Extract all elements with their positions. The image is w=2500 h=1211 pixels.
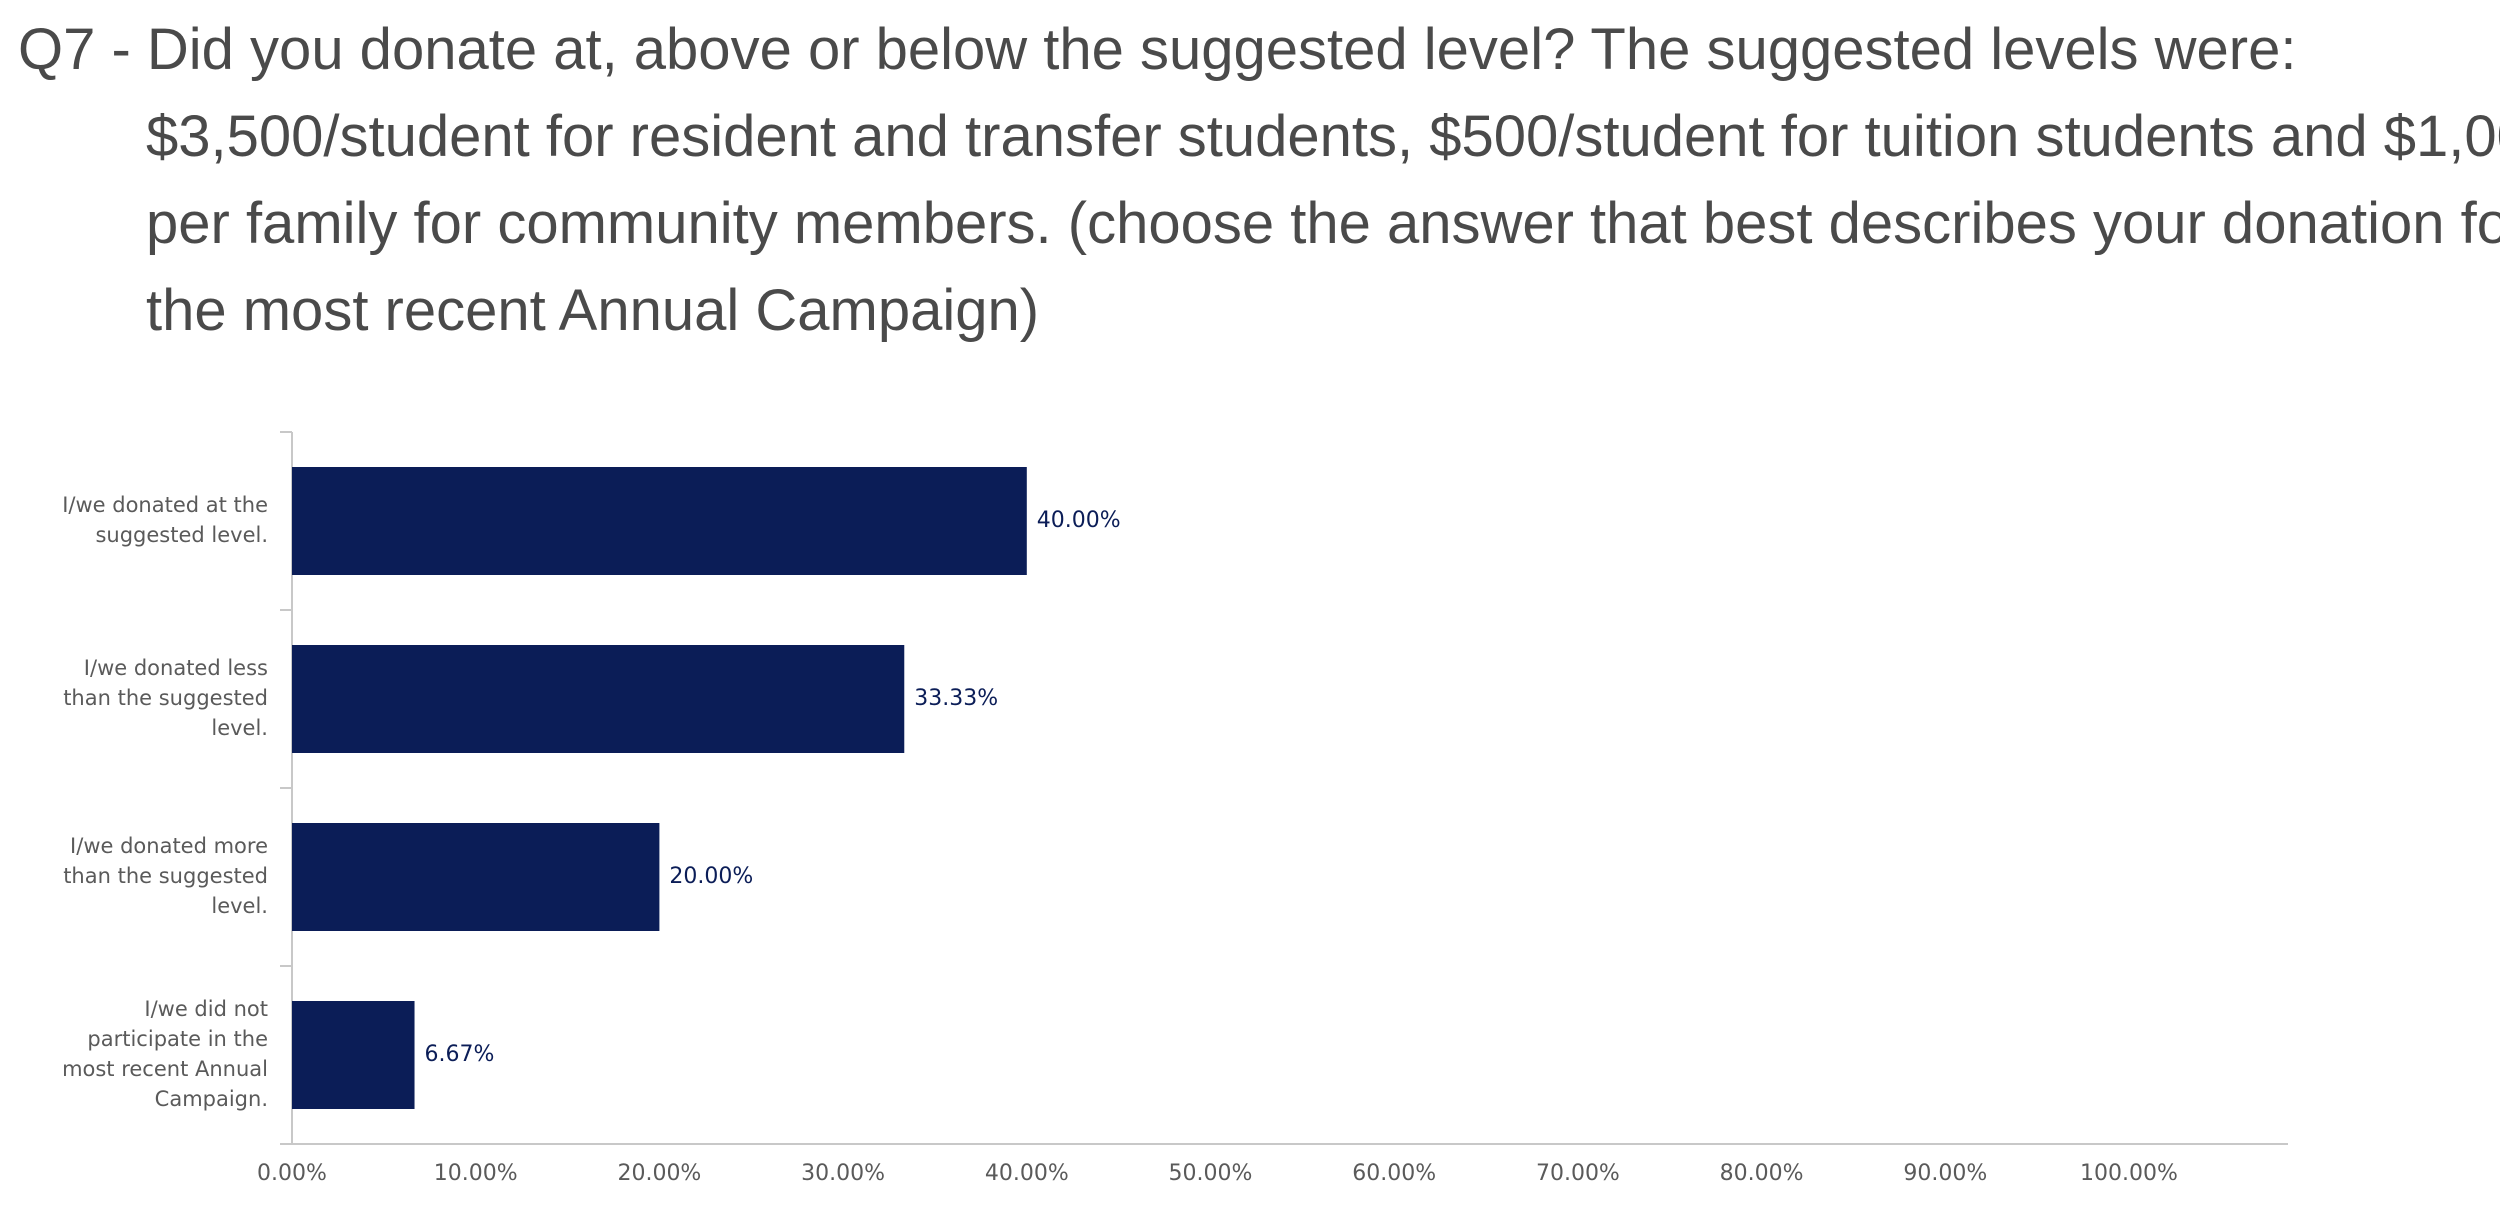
chart-bars — [292, 467, 1027, 1109]
x-tick-labels: 0.00% 10.00% 20.00% 30.00% 40.00% 50.00% 60.00… — [257, 1161, 2178, 1186]
x-tick-label: 50.00% — [1169, 1161, 1253, 1186]
category-labels: I/we donated at the suggested level. I/we … — [62, 493, 268, 1111]
x-tick-label: 70.00% — [1536, 1161, 1620, 1186]
bar — [292, 823, 660, 931]
bar — [292, 467, 1027, 575]
x-tick-label: 40.00% — [985, 1161, 1069, 1186]
x-tick-label: 60.00% — [1352, 1161, 1436, 1186]
x-tick-label: 10.00% — [434, 1161, 518, 1186]
x-tick-label: 0.00% — [257, 1161, 327, 1186]
x-tick-label: 80.00% — [1720, 1161, 1804, 1186]
bar — [292, 1001, 415, 1109]
x-tick-label: 100.00% — [2080, 1161, 2178, 1186]
data-label: 20.00% — [669, 864, 753, 889]
x-tick-label: 90.00% — [1903, 1161, 1987, 1186]
x-tick-label: 30.00% — [801, 1161, 885, 1186]
category-label: I/we donated less than the suggested level… — [63, 656, 268, 740]
category-label: I/we did not participate in the most recen… — [62, 997, 268, 1111]
data-label: 33.33% — [914, 686, 998, 711]
data-labels: 40.00% 33.33% 20.00% 6.67% — [425, 508, 1121, 1067]
category-label: I/we donated at the suggested level. — [62, 493, 268, 547]
category-label: I/we donated more than the suggested level… — [63, 834, 268, 918]
x-tick-label: 20.00% — [617, 1161, 701, 1186]
question-title: Q7 - Did you donate at, above or below t… — [18, 17, 2500, 343]
bar — [292, 645, 905, 753]
data-label: 6.67% — [425, 1042, 495, 1067]
data-label: 40.00% — [1037, 508, 1121, 533]
